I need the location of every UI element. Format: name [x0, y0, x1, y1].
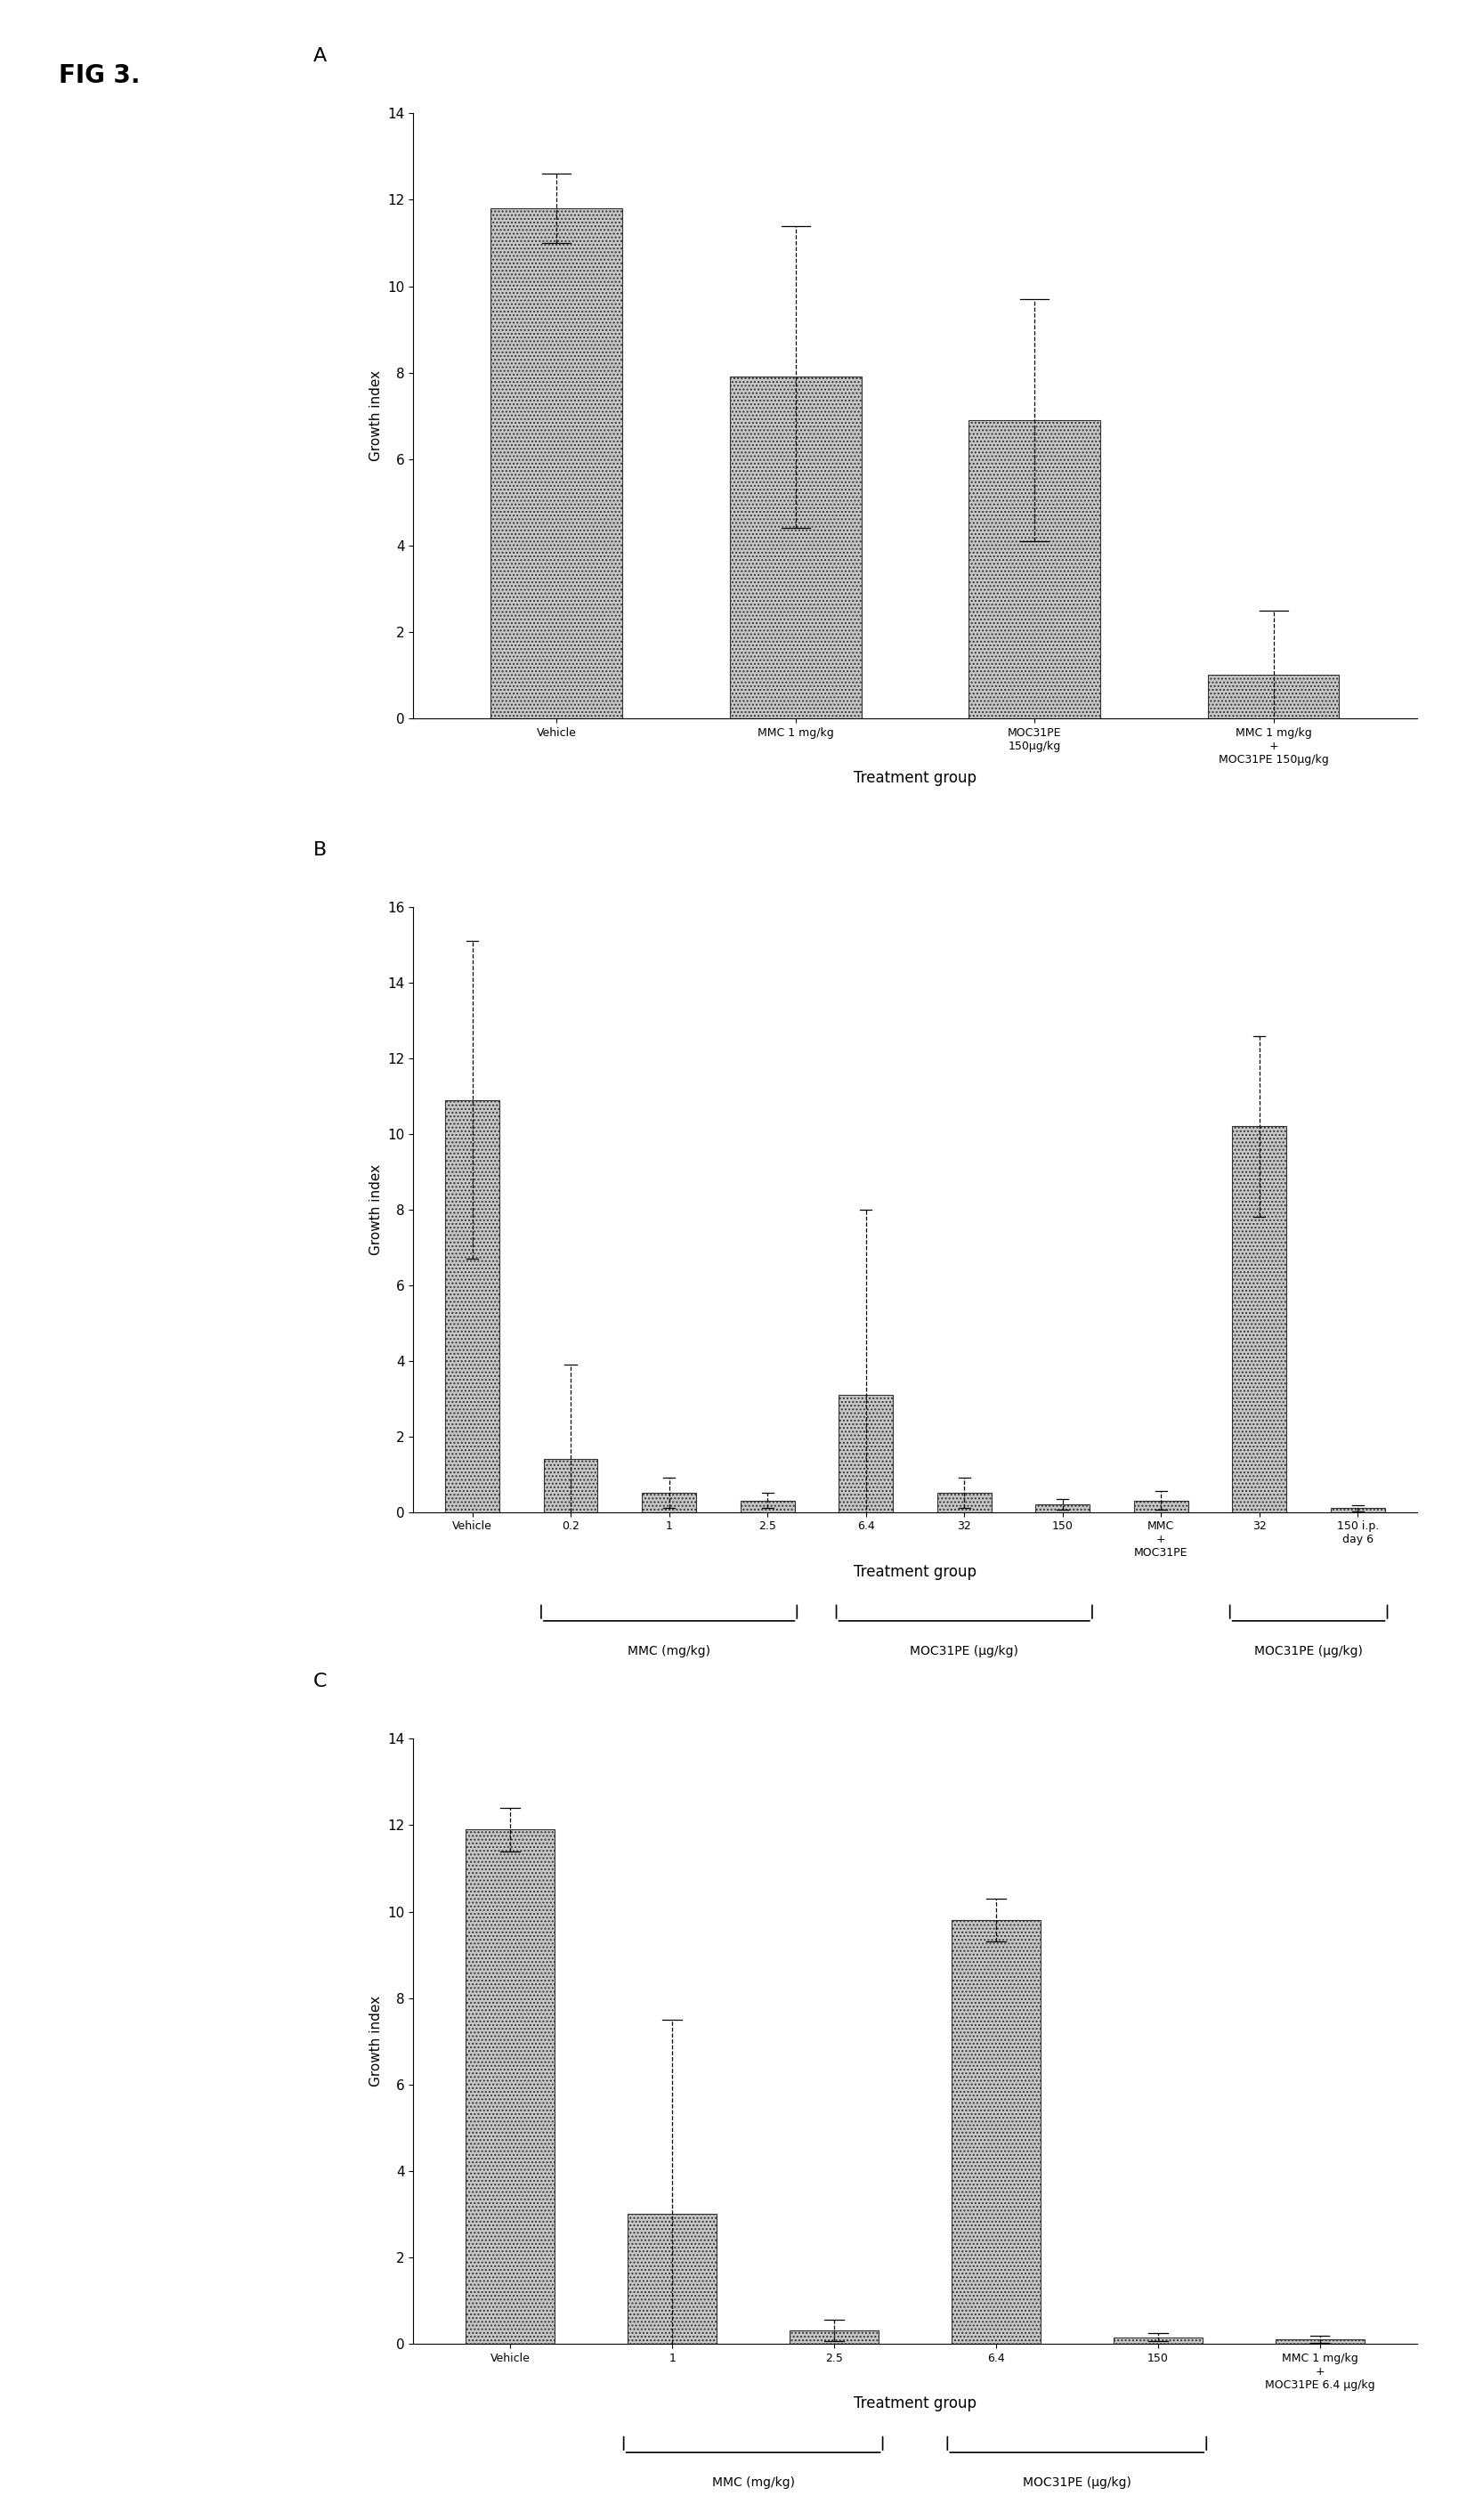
Bar — [789, 2331, 878, 2344]
Bar — [466, 1830, 555, 2344]
Y-axis label: Growth index: Growth index — [369, 1996, 382, 2087]
Bar — [937, 1492, 991, 1512]
Bar — [838, 1396, 892, 1512]
Bar — [445, 1099, 499, 1512]
Text: C: C — [313, 1673, 326, 1691]
Text: FIG 3.: FIG 3. — [59, 63, 140, 88]
Bar — [543, 1459, 597, 1512]
Text: A: A — [313, 48, 326, 66]
Bar — [951, 1920, 1040, 2344]
Bar — [968, 421, 1099, 718]
Bar — [491, 209, 622, 718]
Bar — [1330, 1507, 1384, 1512]
Text: MMC (mg/kg): MMC (mg/kg) — [711, 2477, 794, 2490]
Bar — [1035, 1504, 1089, 1512]
Text: B: B — [313, 842, 326, 859]
Text: MMC (mg/kg): MMC (mg/kg) — [627, 1646, 709, 1658]
Bar — [1232, 1126, 1286, 1512]
Text: MOC31PE (μg/kg): MOC31PE (μg/kg) — [910, 1646, 1018, 1658]
Bar — [627, 2215, 717, 2344]
Bar — [740, 1502, 794, 1512]
Bar — [730, 378, 861, 718]
X-axis label: Treatment group: Treatment group — [853, 2397, 976, 2412]
Y-axis label: Growth index: Growth index — [369, 1164, 382, 1255]
Bar — [642, 1492, 696, 1512]
Bar — [1207, 675, 1338, 718]
Bar — [1274, 2339, 1363, 2344]
Bar — [1133, 1502, 1187, 1512]
X-axis label: Treatment group: Treatment group — [853, 771, 976, 786]
X-axis label: Treatment group: Treatment group — [853, 1565, 976, 1580]
Text: MOC31PE (μg/kg): MOC31PE (μg/kg) — [1022, 2477, 1130, 2490]
Bar — [1112, 2336, 1202, 2344]
Text: MOC31PE (μg/kg): MOC31PE (μg/kg) — [1254, 1646, 1361, 1658]
Y-axis label: Growth index: Growth index — [369, 370, 382, 461]
